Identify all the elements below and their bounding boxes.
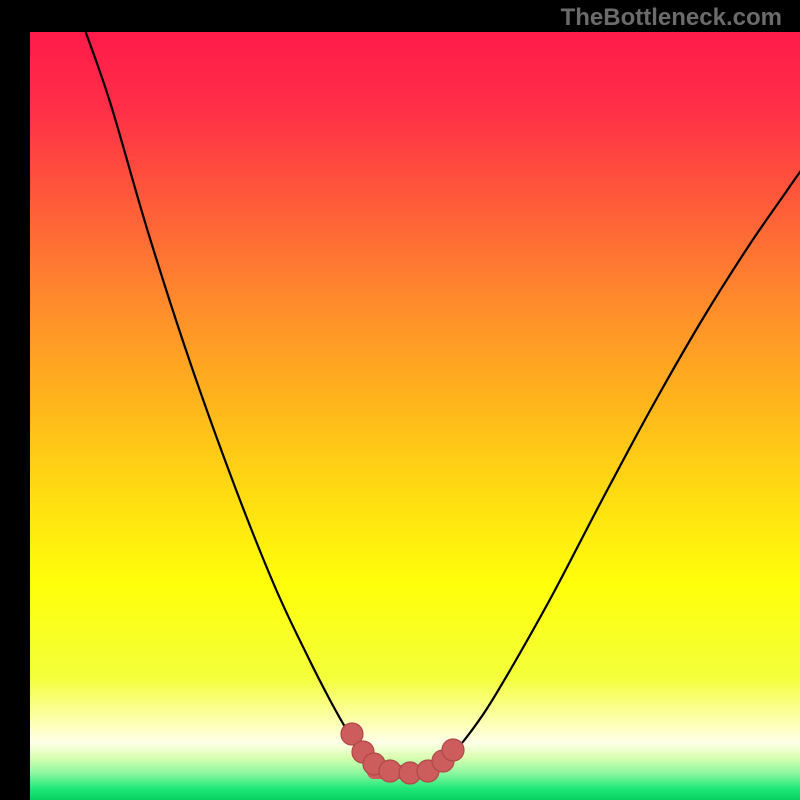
watermark-text: TheBottleneck.com	[561, 4, 782, 31]
optimal-marker	[379, 760, 401, 782]
source-watermark: TheBottleneck.com	[561, 4, 782, 32]
chart-background	[30, 32, 800, 800]
chart-area	[30, 32, 800, 800]
optimal-marker	[442, 739, 464, 761]
bottleneck-curve-chart	[30, 32, 800, 800]
